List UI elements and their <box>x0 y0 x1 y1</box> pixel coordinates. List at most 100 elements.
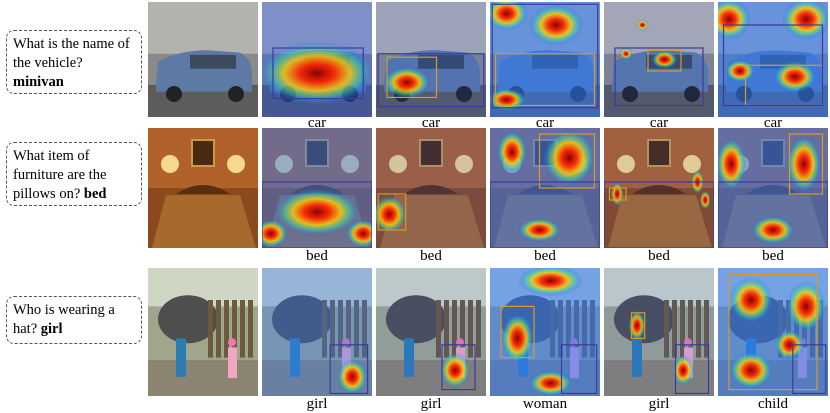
question-box-1: What is the name of the vehicle? minivan <box>6 30 142 94</box>
attention-blob <box>382 66 431 99</box>
question-box-3: Who is wearing a hat? girl <box>6 296 142 344</box>
region-box <box>630 312 646 339</box>
attention-map-row-1-col-6 <box>718 2 828 117</box>
input-image-row-3 <box>148 268 258 396</box>
attention-blob <box>729 351 773 390</box>
woman-figure <box>404 338 414 377</box>
region-box <box>386 56 438 99</box>
attention-blob <box>528 4 584 46</box>
attention-blob <box>619 48 633 60</box>
region-box <box>614 47 704 107</box>
attention-blob <box>628 310 646 341</box>
attention-blob <box>699 190 711 210</box>
answer-label-row-2-col-3: bed <box>420 248 442 264</box>
attention-blob <box>501 312 534 364</box>
region-box <box>560 344 598 395</box>
answer-label-row-3-col-6: child <box>758 396 788 412</box>
region-box <box>538 133 596 189</box>
region-box <box>272 47 364 100</box>
answer-label-row-2-col-6: bed <box>762 248 784 264</box>
attention-blob <box>786 280 826 332</box>
attention-map-row-2-col-6 <box>718 128 828 248</box>
attention-map-row-2-col-4 <box>490 128 600 248</box>
attention-blob <box>376 195 407 234</box>
woman-figure <box>290 338 300 377</box>
attention-blob <box>496 130 528 174</box>
attention-blob <box>786 135 822 193</box>
input-image-row-1 <box>148 2 258 117</box>
bed-shape <box>152 195 256 248</box>
question-box-2: What item of furniture are the pillows o… <box>6 142 142 206</box>
answer-label-row-3-col-5: girl <box>648 396 670 412</box>
answer-text-3: girl <box>40 321 63 337</box>
attention-map-row-3-col-3 <box>376 268 486 396</box>
attention-map-row-3-col-6 <box>718 268 828 396</box>
region-box <box>329 344 369 395</box>
region-box <box>377 53 485 108</box>
attention-blob <box>729 276 773 324</box>
input-image-row-2 <box>148 128 258 248</box>
region-box <box>722 24 824 107</box>
answer-label-row-1-col-6: car <box>763 115 783 131</box>
attention-blob <box>517 268 584 297</box>
question-text-3: Who is wearing a hat? <box>13 302 115 337</box>
answer-label-row-2-col-2: bed <box>306 248 328 264</box>
attention-map-row-1-col-4 <box>490 2 600 117</box>
attention-map-row-2-col-3 <box>376 128 486 248</box>
girl-figure <box>228 347 237 379</box>
answer-label-row-1-col-2: car <box>307 115 327 131</box>
region-box <box>604 181 714 248</box>
attention-blob <box>781 2 828 40</box>
attention-blob <box>542 129 596 187</box>
attention-blob <box>718 2 751 40</box>
attention-blob <box>345 219 372 248</box>
answer-label-row-3-col-2: girl <box>306 396 328 412</box>
attention-blob <box>635 19 650 31</box>
attention-blob <box>724 59 756 83</box>
answer-text-1: minivan <box>13 74 64 90</box>
attention-blob <box>439 352 471 389</box>
answer-label-row-3-col-4: woman <box>522 396 568 412</box>
question-text-1: What is the name of the vehicle? <box>13 36 130 71</box>
answer-label-row-3-col-3: girl <box>420 396 442 412</box>
region-box <box>728 273 818 391</box>
woman-figure <box>632 338 642 377</box>
attention-blob <box>490 2 529 31</box>
region-box <box>494 53 596 107</box>
region-box <box>377 193 407 231</box>
attention-map-row-2-col-5 <box>604 128 714 248</box>
bed-shape <box>608 195 712 248</box>
attention-blob <box>262 41 372 106</box>
region-box <box>441 344 476 391</box>
region-box <box>647 49 682 72</box>
attention-map-row-1-col-2 <box>262 2 372 117</box>
region-box <box>491 3 599 109</box>
woman-figure <box>176 338 186 377</box>
answer-label-row-1-col-4: car <box>535 115 555 131</box>
region-box <box>500 305 535 359</box>
answer-label-row-2-col-5: bed <box>648 248 670 264</box>
attention-blob <box>262 219 289 248</box>
region-box <box>490 181 600 248</box>
region-box <box>262 181 372 248</box>
attention-blob <box>610 182 624 206</box>
attention-blob <box>528 370 573 396</box>
attention-blob <box>751 215 795 245</box>
attention-map-row-3-col-4 <box>490 268 600 396</box>
region-box <box>608 187 627 201</box>
region-box <box>792 344 827 395</box>
attention-map-row-2-col-2 <box>262 128 372 248</box>
answer-label-row-2-col-4: bed <box>534 248 556 264</box>
attention-blob <box>651 50 678 69</box>
attention-blob <box>718 137 747 191</box>
attention-blob <box>672 355 695 386</box>
attention-map-row-1-col-5 <box>604 2 714 117</box>
region-box <box>718 181 828 248</box>
answer-text-2: bed <box>83 186 107 202</box>
attention-blob <box>273 188 361 236</box>
answer-label-row-1-col-5: car <box>649 115 669 131</box>
attention-blob <box>774 329 805 361</box>
attention-blob <box>773 60 817 93</box>
attention-blob <box>336 358 368 395</box>
question-text-2: What item of furniture are the pillows o… <box>13 148 107 202</box>
